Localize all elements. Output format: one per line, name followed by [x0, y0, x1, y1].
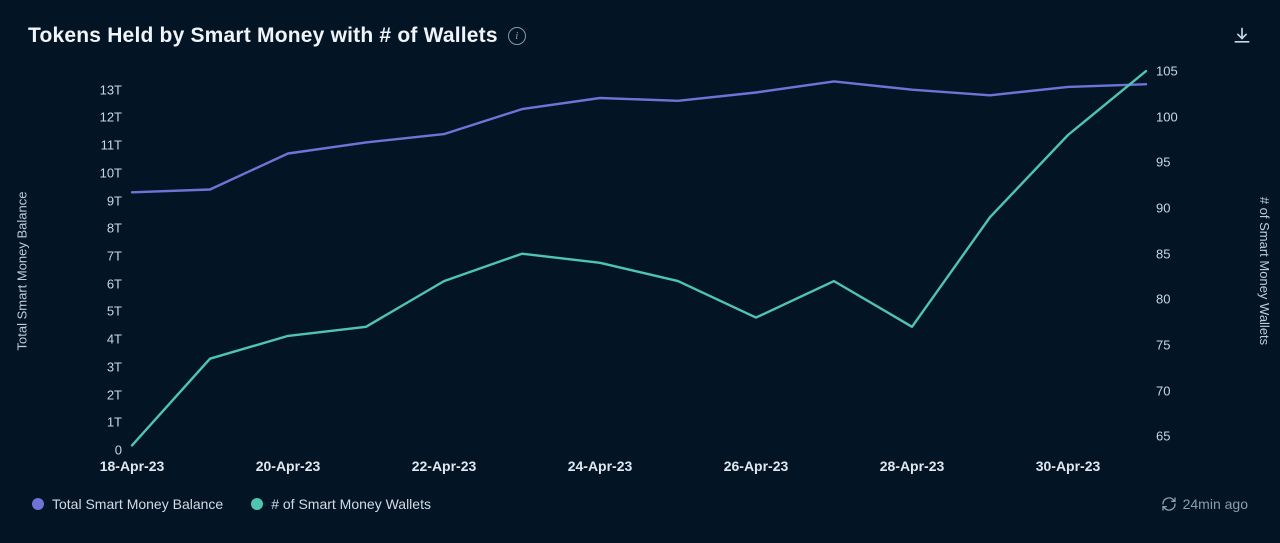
legend-item[interactable]: Total Smart Money Balance	[32, 496, 223, 512]
x-tick: 18-Apr-23	[100, 458, 165, 474]
x-tick: 28-Apr-23	[880, 458, 945, 474]
chart-title: Tokens Held by Smart Money with # of Wal…	[28, 24, 498, 48]
x-tick: 24-Apr-23	[568, 458, 633, 474]
x-ticks: 18-Apr-23 20-Apr-23 22-Apr-23 24-Apr-23 26-A…	[88, 458, 1190, 482]
legend-row: Total Smart Money Balance # of Smart Mone…	[28, 496, 1252, 512]
legend-swatch	[251, 498, 263, 510]
download-icon[interactable]	[1232, 26, 1252, 46]
timestamp-text: 24min ago	[1183, 496, 1248, 512]
x-tick: 26-Apr-23	[724, 458, 789, 474]
legend-label: # of Smart Money Wallets	[271, 496, 431, 512]
legend-item[interactable]: # of Smart Money Wallets	[251, 496, 431, 512]
x-tick: 30-Apr-23	[1036, 458, 1101, 474]
last-updated: 24min ago	[1161, 496, 1248, 512]
legend-swatch	[32, 498, 44, 510]
x-tick: 20-Apr-23	[256, 458, 321, 474]
legend-items: Total Smart Money Balance # of Smart Mone…	[32, 496, 431, 512]
y-left-axis-label: Total Smart Money Balance	[15, 192, 30, 351]
x-tick: 22-Apr-23	[412, 458, 477, 474]
refresh-icon	[1161, 496, 1177, 512]
chart-header: Tokens Held by Smart Money with # of Wal…	[28, 24, 1252, 48]
y-right-axis-label: # of Smart Money Wallets	[1257, 197, 1272, 345]
chart-area: Total Smart Money Balance # of Smart Mon…	[28, 56, 1252, 486]
legend-label: Total Smart Money Balance	[52, 496, 223, 512]
info-icon[interactable]: i	[508, 27, 526, 45]
series-line	[132, 71, 1146, 445]
series-line	[132, 81, 1146, 192]
plot-area: 01T2T3T4T5T6T7T8T9T10T11T12T13T 65707580…	[88, 56, 1190, 456]
line-plot	[88, 56, 1190, 456]
